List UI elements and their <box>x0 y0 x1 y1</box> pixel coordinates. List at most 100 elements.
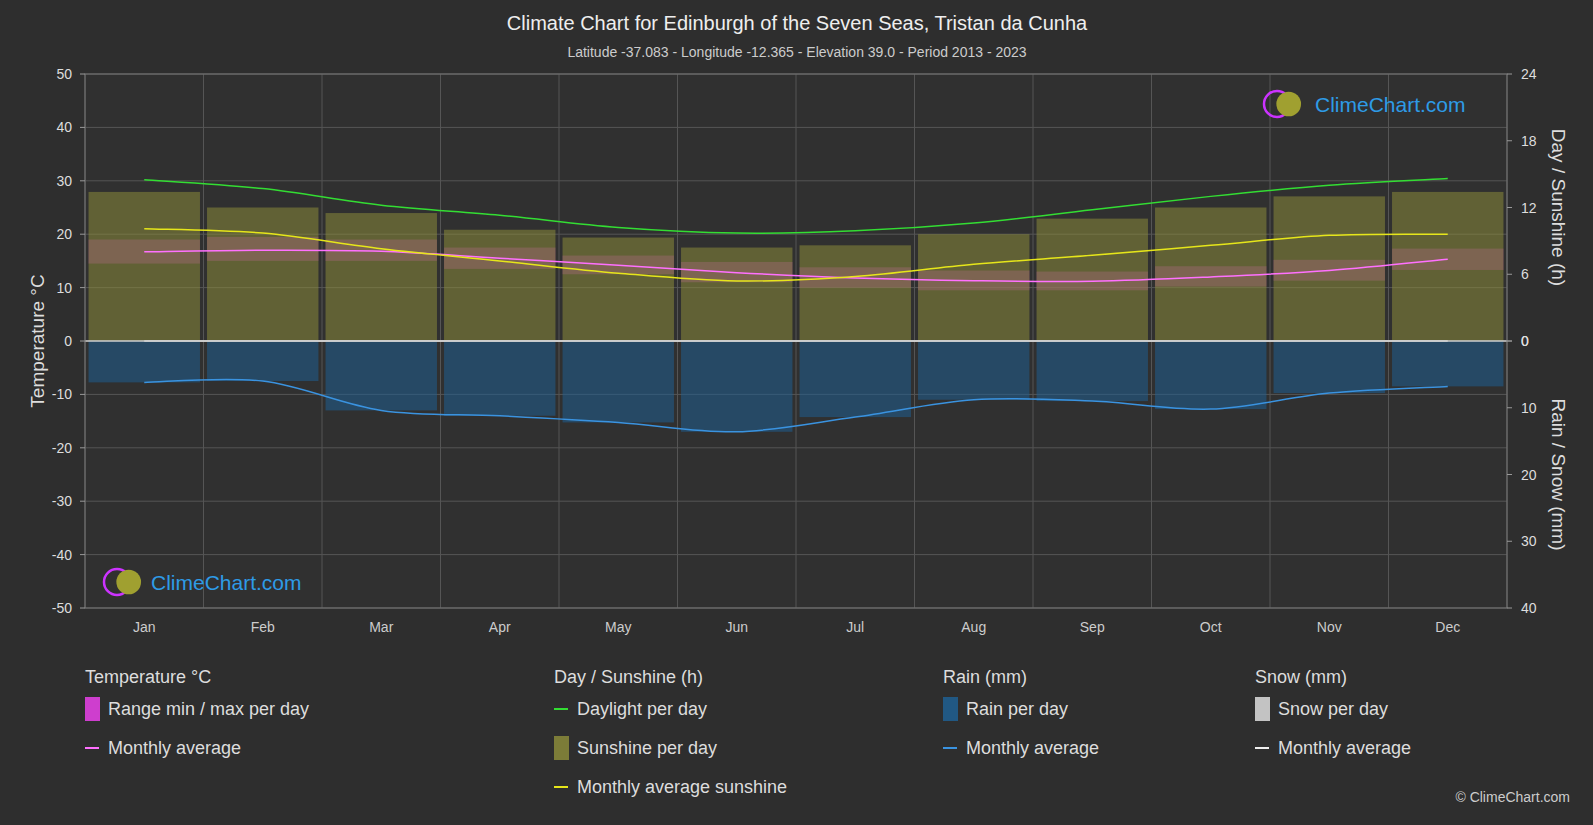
tick <box>1507 341 1512 342</box>
subtitle: Latitude -37.083 - Longitude -12.365 - E… <box>567 44 1026 60</box>
tick <box>1507 140 1512 141</box>
tick-label: 12 <box>1521 200 1537 216</box>
tick-label: 18 <box>1521 133 1537 149</box>
title: Climate Chart for Edinburgh of the Seven… <box>507 12 1088 34</box>
legend-swatch <box>943 747 957 749</box>
tick <box>80 234 85 235</box>
tick-label: 50 <box>56 66 72 82</box>
bar <box>681 248 792 341</box>
legend-title: Day / Sunshine (h) <box>554 667 703 687</box>
watermark: ClimeChart.com <box>1315 93 1466 116</box>
line <box>144 379 1448 432</box>
logo-sun <box>1276 92 1301 117</box>
bar <box>918 234 1029 341</box>
legend-swatch <box>554 786 568 788</box>
legend-swatch <box>1255 697 1270 721</box>
chart: -50-40-30-20-100102030405006121824010203… <box>0 0 1593 825</box>
bar <box>1392 192 1503 341</box>
bar <box>800 245 911 341</box>
legend-label: Daylight per day <box>577 699 707 719</box>
legend-title: Temperature °C <box>85 667 211 687</box>
bar <box>326 213 437 341</box>
legend-swatch <box>85 697 100 721</box>
bar <box>207 208 318 342</box>
tick <box>80 180 85 181</box>
legend-label: Monthly average <box>966 738 1099 758</box>
watermark: ClimeChart.com <box>151 571 302 594</box>
bar <box>207 341 318 381</box>
tick-label: 0 <box>1521 333 1529 349</box>
line <box>144 229 1448 281</box>
legend-swatch <box>554 708 568 710</box>
grid-line <box>85 341 1507 342</box>
tick <box>80 127 85 128</box>
tick <box>80 341 85 342</box>
tick-label: 30 <box>56 173 72 189</box>
logo-sun <box>116 570 141 595</box>
x-tick-label: Apr <box>489 619 511 635</box>
legend-label: Monthly average sunshine <box>577 777 787 797</box>
x-tick-label: Dec <box>1435 619 1460 635</box>
zero-line <box>85 340 1507 342</box>
tick-label: 0 <box>1521 333 1529 349</box>
bar <box>563 238 674 341</box>
x-tick-label: May <box>605 619 631 635</box>
tick <box>80 447 85 448</box>
tick <box>80 608 85 609</box>
tick <box>80 394 85 395</box>
tick <box>1507 541 1512 542</box>
legend-title: Snow (mm) <box>1255 667 1347 687</box>
bar <box>444 230 555 341</box>
x-tick-label: Feb <box>251 619 275 635</box>
y2-axis-title: Day / Sunshine (h) <box>1548 129 1569 286</box>
tick <box>1507 207 1512 208</box>
tick <box>80 287 85 288</box>
tick <box>1507 74 1512 75</box>
x-tick-label: Aug <box>961 619 986 635</box>
tick-label: 24 <box>1521 66 1537 82</box>
tick <box>80 501 85 502</box>
bar <box>1037 341 1148 401</box>
tick-label: -10 <box>52 386 72 402</box>
line <box>144 179 1448 234</box>
legend-swatch <box>943 697 958 721</box>
legend-title: Rain (mm) <box>943 667 1027 687</box>
bar <box>326 341 437 410</box>
bar <box>1392 341 1503 386</box>
tick <box>1507 474 1512 475</box>
tick-label: 6 <box>1521 266 1529 282</box>
plot-group <box>89 179 1504 432</box>
tick-label: 10 <box>1521 400 1537 416</box>
tick-label: 40 <box>56 119 72 135</box>
x-tick-label: Jan <box>133 619 156 635</box>
tick <box>1507 341 1512 342</box>
legend-label: Monthly average <box>1278 738 1411 758</box>
bar <box>1155 341 1266 409</box>
legend-label: Sunshine per day <box>577 738 717 758</box>
x-tick-label: Jun <box>725 619 748 635</box>
tick-label: 20 <box>56 226 72 242</box>
bar <box>89 192 200 341</box>
y-axis-title: Temperature °C <box>27 274 48 407</box>
bar <box>681 341 792 432</box>
tick-label: -50 <box>52 600 72 616</box>
bar <box>1155 208 1266 342</box>
y3-axis-title: Rain / Snow (mm) <box>1548 398 1569 550</box>
bar <box>918 341 1029 400</box>
tick <box>1507 274 1512 275</box>
legend-swatch <box>554 736 569 760</box>
line <box>144 250 1448 281</box>
bar <box>444 341 555 416</box>
tick-label: 10 <box>56 280 72 296</box>
tick-label: -20 <box>52 440 72 456</box>
legend-swatch <box>1255 747 1269 749</box>
x-tick-label: Nov <box>1317 619 1342 635</box>
bar <box>1274 196 1385 341</box>
bar <box>800 341 911 417</box>
tick <box>1507 407 1512 408</box>
tick-label: 0 <box>64 333 72 349</box>
tick-label: 40 <box>1521 600 1537 616</box>
tick <box>1507 608 1512 609</box>
tick <box>80 74 85 75</box>
bar <box>563 341 674 422</box>
